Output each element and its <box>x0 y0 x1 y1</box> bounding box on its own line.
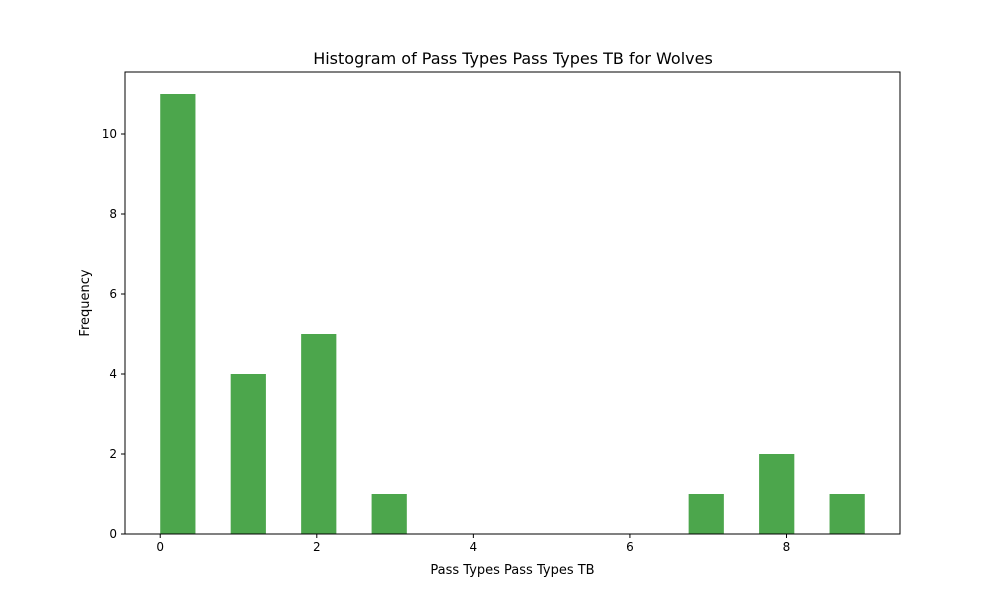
y-tick-label: 0 <box>109 527 117 541</box>
x-tick-label: 4 <box>470 540 478 554</box>
y-tick-label: 8 <box>109 207 117 221</box>
bars-group <box>160 94 865 534</box>
y-tick-label: 10 <box>102 127 117 141</box>
histogram-bar-3 <box>371 494 407 534</box>
y-tick-label: 2 <box>109 447 117 461</box>
histogram-bar-0 <box>160 94 196 534</box>
histogram-bar-2 <box>301 334 337 534</box>
histogram-bar-1 <box>230 374 266 534</box>
y-axis-label: Frequency <box>78 269 93 336</box>
y-tick-label: 4 <box>109 367 117 381</box>
histogram-bar-4 <box>688 494 724 534</box>
y-tick-label: 6 <box>109 287 117 301</box>
ticks-group: 0 2 4 6 8 0 2 4 6 8 10 <box>102 127 791 554</box>
x-tick-label: 6 <box>626 540 634 554</box>
x-axis-label: Pass Types Pass Types TB <box>430 563 594 578</box>
histogram-bar-5 <box>759 454 795 534</box>
x-tick-label: 0 <box>156 540 164 554</box>
histogram-bar-6 <box>829 494 865 534</box>
chart-title: Histogram of Pass Types Pass Types TB fo… <box>313 49 713 68</box>
x-tick-label: 8 <box>783 540 791 554</box>
plot-frame <box>124 71 901 535</box>
x-tick-label: 2 <box>313 540 321 554</box>
